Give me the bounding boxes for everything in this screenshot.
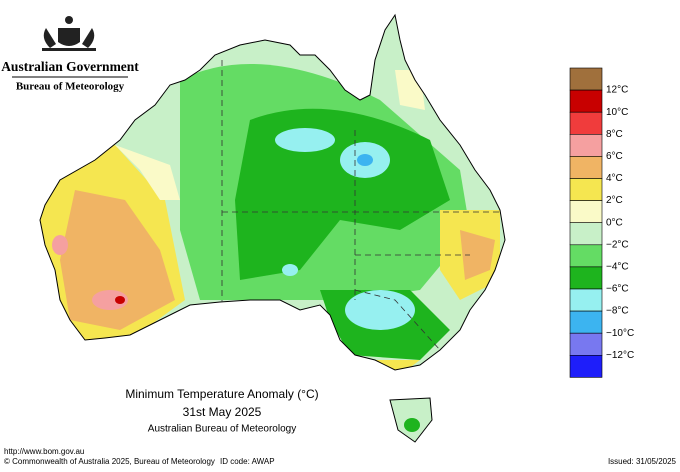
- legend-label: 10°C: [606, 107, 628, 118]
- legend-label: 8°C: [606, 129, 623, 140]
- legend-swatch: [569, 332, 603, 356]
- legend-swatch: [569, 89, 603, 113]
- legend-label: −6°C: [606, 284, 629, 295]
- map-date: 31st May 2025: [183, 405, 262, 419]
- legend-swatch: [569, 354, 603, 378]
- legend-label: −8°C: [606, 306, 629, 317]
- legend-label: −2°C: [606, 239, 629, 250]
- legend-swatch: [569, 200, 603, 224]
- gov-name: Australian Government: [1, 59, 139, 74]
- legend-label: 12°C: [606, 85, 628, 96]
- state-borders: [221, 60, 500, 351]
- coastline: [39, 13, 506, 371]
- tasmania-anomaly: [404, 418, 420, 432]
- legend-swatch: [569, 178, 603, 201]
- legend-swatch: [569, 111, 603, 135]
- footer-issued: Issued: 31/05/2025: [608, 457, 677, 466]
- map-title: Minimum Temperature Anomaly (°C): [125, 387, 318, 401]
- legend-label: −12°C: [606, 350, 634, 361]
- footer-id: ID code: AWAP: [220, 457, 275, 466]
- footer-copyright: © Commonwealth of Australia 2025, Bureau…: [4, 457, 215, 466]
- legend-swatch: [569, 288, 603, 312]
- footer-url: http://www.bom.gov.au: [4, 447, 84, 456]
- legend-label: −10°C: [606, 328, 634, 339]
- crest: [42, 16, 96, 51]
- legend-swatch: [569, 310, 603, 334]
- legend-swatch: [569, 67, 603, 91]
- legend-label: −4°C: [606, 262, 629, 273]
- legend-swatch: [569, 244, 603, 268]
- legend-swatch: [569, 134, 603, 157]
- map-source: Australian Bureau of Meteorology: [148, 424, 296, 435]
- legend-label: 4°C: [606, 173, 623, 184]
- legend-label: 6°C: [606, 151, 623, 162]
- legend-swatch: [569, 222, 603, 246]
- legend-swatch: [569, 156, 603, 179]
- legend-label: 0°C: [606, 217, 623, 228]
- legend: 12°C 10°C 8°C 6°C 4°C 2°C 0°C −2°C −4°C −6°C −8°C −…: [569, 67, 634, 378]
- legend-swatch: [569, 266, 603, 290]
- legend-label: 2°C: [606, 195, 623, 206]
- agency-name: Bureau of Meteorology: [16, 81, 125, 93]
